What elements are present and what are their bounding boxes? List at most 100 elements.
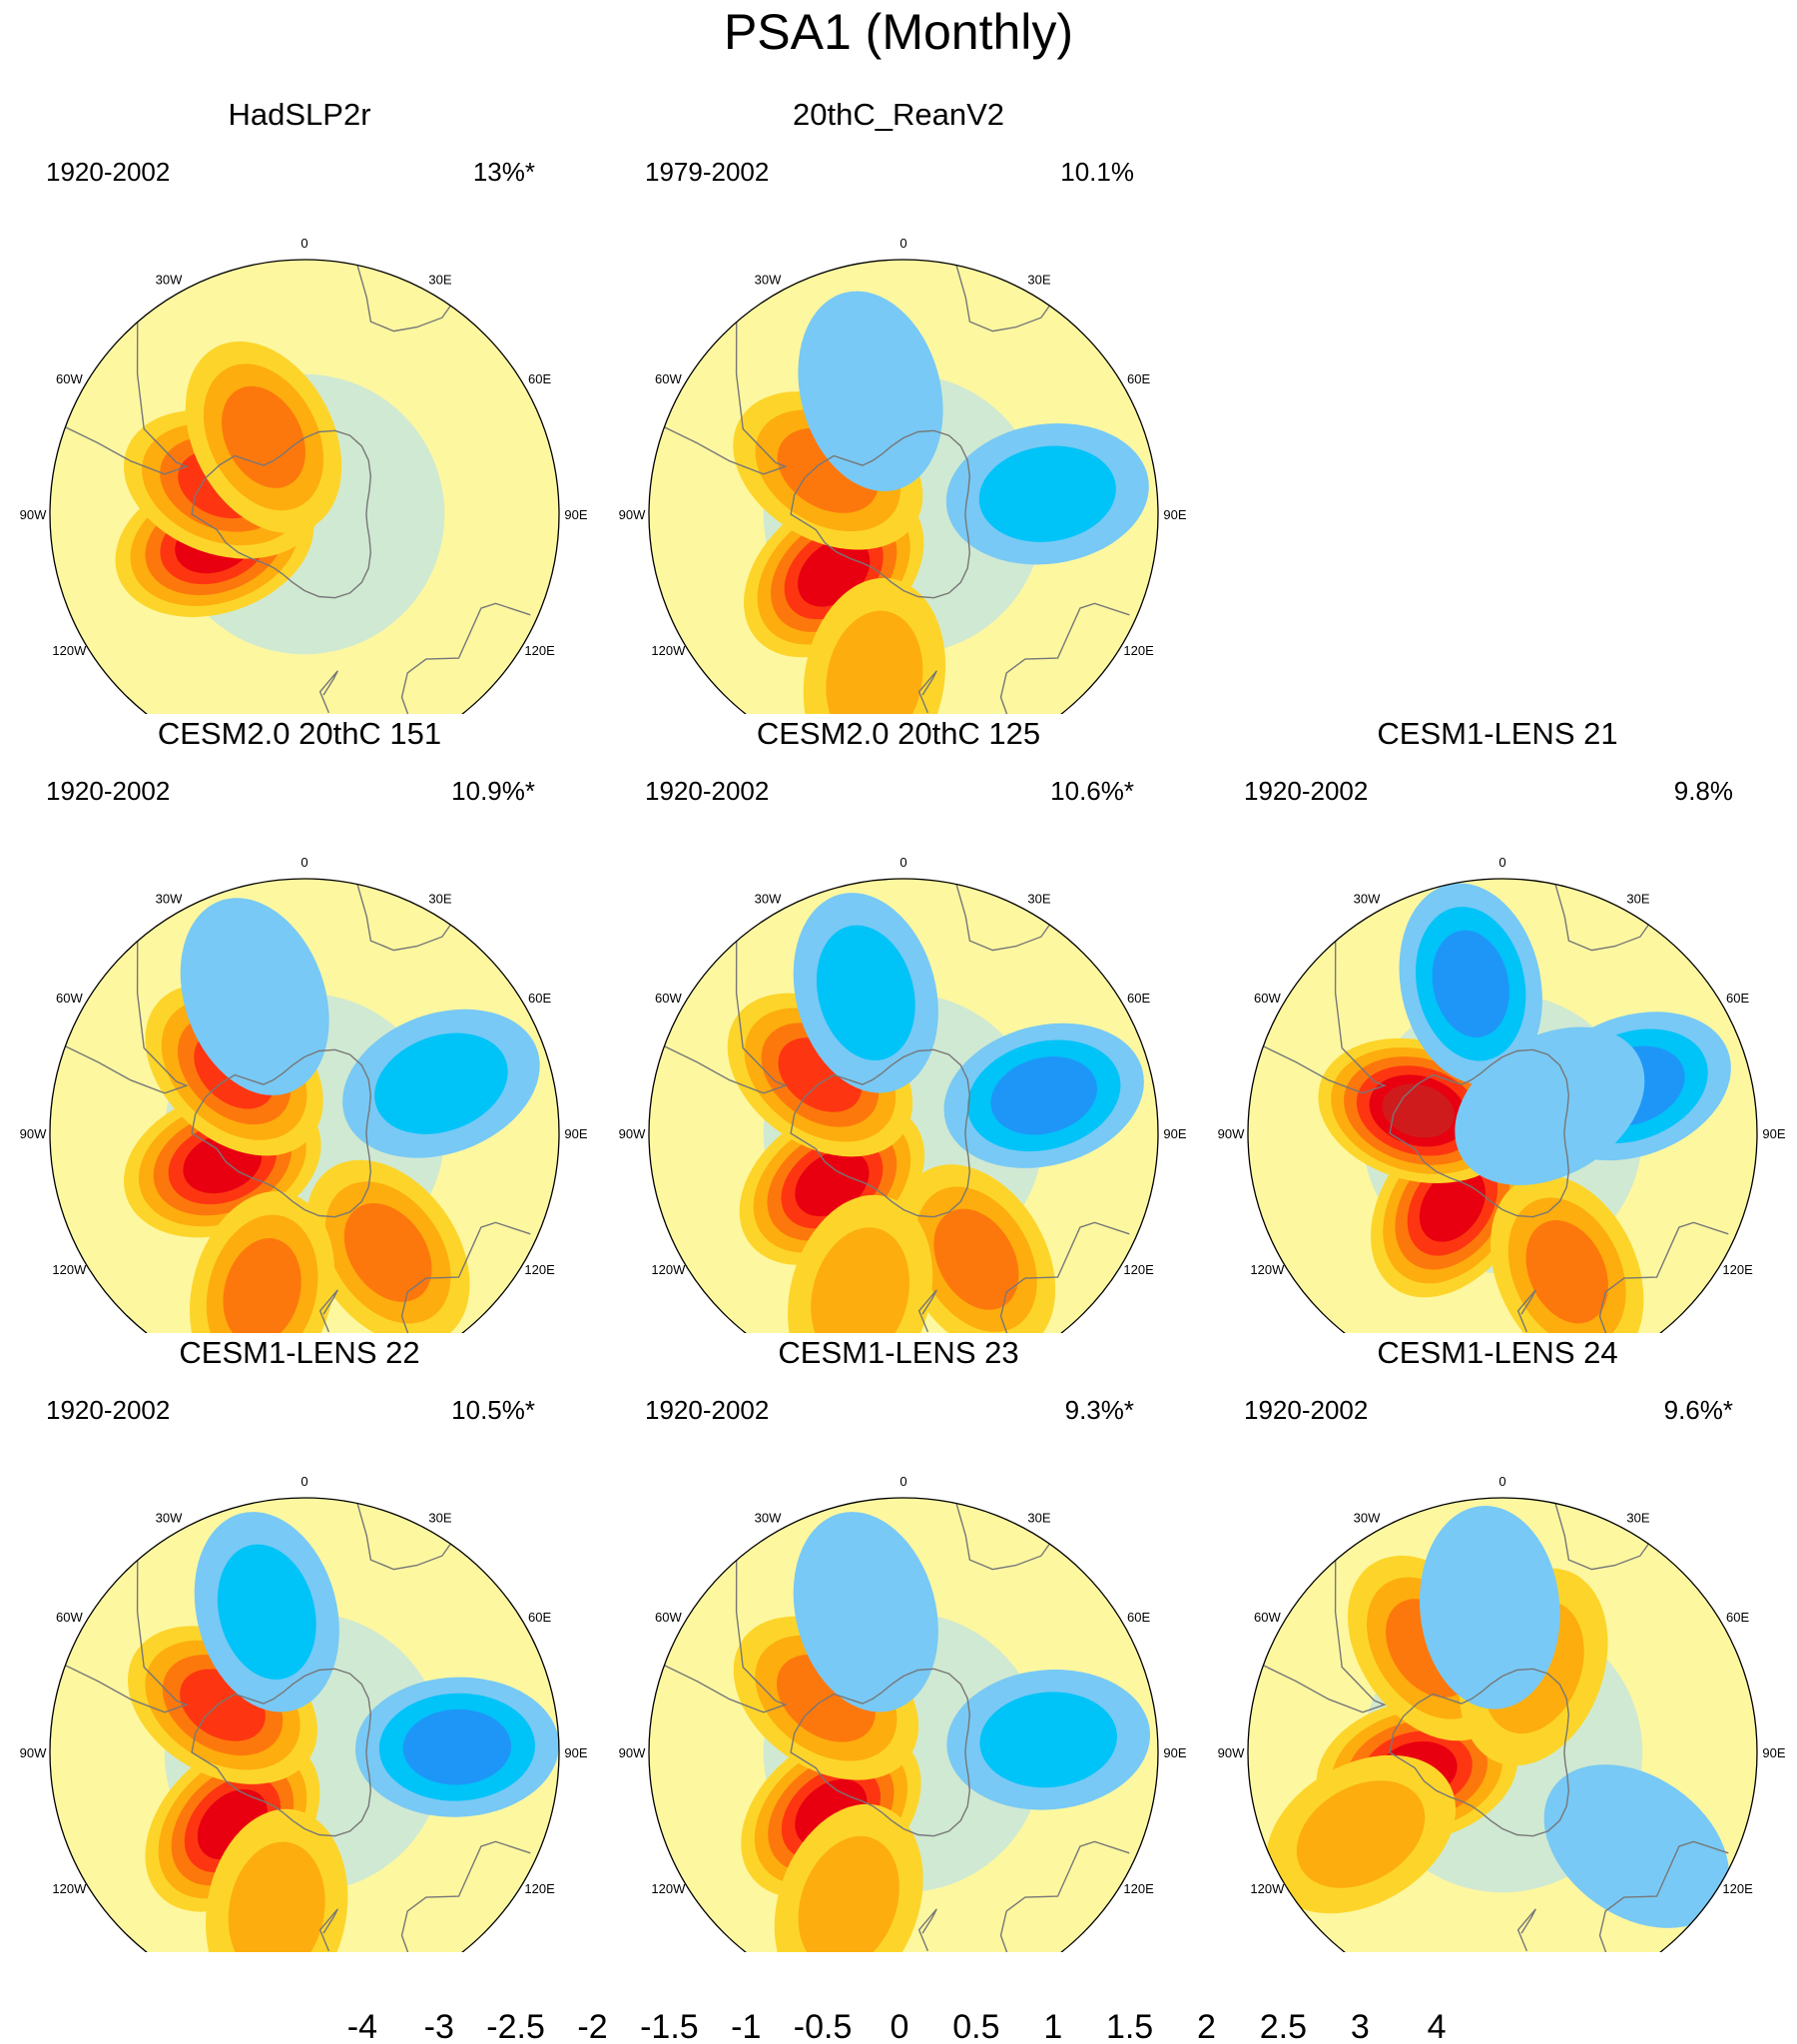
longitude-label: 120W xyxy=(651,1881,686,1896)
map-panel: CESM1-LENS 23 1920-2002 9.3%* 0 30E 60E 90E… xyxy=(599,1333,1198,1952)
longitude-label: 30E xyxy=(1626,1510,1649,1525)
longitude-label: 60W xyxy=(56,371,83,386)
map-panel: CESM1-LENS 21 1920-2002 9.8% 0 30E 60E 90E 1… xyxy=(1198,714,1797,1333)
panel-title: CESM1-LENS 24 xyxy=(1377,1335,1618,1370)
coastline-antarctica xyxy=(790,1668,971,1837)
coastline-australia xyxy=(1598,1221,1729,1333)
polar-map: 030E60E90E120E150E180150W120W90W60W30W xyxy=(619,855,1187,1333)
longitude-label: 120W xyxy=(52,1881,87,1896)
coastline-africa xyxy=(1554,1503,1649,1571)
longitude-label: 0 xyxy=(899,855,906,870)
longitude-label: 60W xyxy=(655,1610,682,1625)
coastline-south-america xyxy=(65,322,189,475)
variance-label: 9.3%* xyxy=(1064,1395,1134,1425)
negative-anomaly-contour xyxy=(816,925,915,1060)
longitude-label: 90W xyxy=(1218,1126,1245,1141)
positive-anomaly-contour xyxy=(933,1208,1019,1310)
longitude-label: 30W xyxy=(755,1510,782,1525)
longitude-label: 0 xyxy=(899,1474,906,1489)
negative-anomaly-contour xyxy=(798,291,943,491)
coastline-new-zealand xyxy=(318,1289,338,1333)
coastline-antarctica xyxy=(790,1048,971,1218)
longitude-label: 120E xyxy=(1123,643,1154,658)
coastline-new-zealand xyxy=(1516,1908,1536,1952)
longitude-label: 30E xyxy=(428,272,451,287)
colorbar-tick-label: 1.5 xyxy=(1106,2008,1153,2042)
coastline-australia xyxy=(400,1221,531,1333)
polar-map: 030E60E90E120E150E180150W120W90W60W30W xyxy=(619,236,1187,714)
colorbar-tick-label: 0.5 xyxy=(952,2008,999,2042)
longitude-label: 90E xyxy=(564,507,587,522)
coastline-australia xyxy=(999,1221,1130,1333)
negative-anomaly-contour xyxy=(978,445,1116,542)
longitude-label: 120E xyxy=(524,1262,555,1277)
coastline-new-zealand xyxy=(318,670,338,714)
positive-anomaly-contour xyxy=(795,1150,870,1217)
variance-label: 10.9%* xyxy=(451,776,535,806)
coastline-new-zealand xyxy=(1516,1289,1536,1333)
negative-anomaly-contour xyxy=(402,1708,512,1785)
polar-map: 030E60E90E120E150E180150W120W90W60W30W xyxy=(1218,1474,1786,1952)
coastline-antarctica xyxy=(191,429,372,599)
panel-title: CESM2.0 20thC 125 xyxy=(756,716,1041,751)
colorbar-tick-label: -3 xyxy=(424,2008,454,2042)
colorbar-tick-label: 3 xyxy=(1351,2008,1370,2042)
coastline-africa xyxy=(955,265,1050,333)
longitude-label: 0 xyxy=(300,1474,307,1489)
coastline-south-america xyxy=(664,941,788,1094)
longitude-label: 120E xyxy=(1123,1881,1154,1896)
longitude-label: 90W xyxy=(619,507,646,522)
longitude-label: 60W xyxy=(655,991,682,1006)
map-border xyxy=(49,1497,560,1952)
positive-anomaly-contour xyxy=(223,1238,301,1333)
longitude-label: 30W xyxy=(156,272,183,287)
longitude-label: 30E xyxy=(1027,891,1050,906)
longitude-label: 120E xyxy=(1722,1881,1753,1896)
longitude-label: 60W xyxy=(1254,1610,1281,1625)
coastline-new-zealand xyxy=(917,1289,937,1333)
longitude-label: 30W xyxy=(156,1510,183,1525)
longitude-label: 60E xyxy=(528,991,551,1006)
map-panel: CESM2.0 20thC 151 1920-2002 10.9%* 0 30E 6… xyxy=(0,714,599,1333)
coastline-australia xyxy=(1598,1840,1729,1952)
positive-anomaly-contour xyxy=(228,1841,325,1952)
coastline-africa xyxy=(955,884,1050,952)
longitude-label: 90E xyxy=(1163,507,1186,522)
coastline-antarctica xyxy=(1389,1668,1570,1837)
negative-anomaly-contour xyxy=(793,1512,938,1712)
negative-anomaly-contour xyxy=(374,1032,508,1134)
longitude-label: 90W xyxy=(20,1126,47,1141)
longitude-label: 90W xyxy=(1218,1745,1245,1760)
panel-title: CESM1-LENS 23 xyxy=(778,1335,1019,1370)
longitude-label: 90E xyxy=(1163,1126,1186,1141)
map-border xyxy=(49,259,560,714)
longitude-label: 30W xyxy=(755,891,782,906)
panel-title: 20thC_ReanV2 xyxy=(793,97,1004,132)
colorbar-tick-label: 4 xyxy=(1428,2008,1447,2042)
longitude-label: 120W xyxy=(1250,1881,1285,1896)
longitude-label: 120E xyxy=(1123,1262,1154,1277)
longitude-label: 30W xyxy=(755,272,782,287)
longitude-label: 90E xyxy=(1163,1745,1186,1760)
coastline-antarctica xyxy=(1389,1048,1570,1218)
positive-anomaly-contour xyxy=(1382,1083,1455,1138)
map-panel: HadSLP2r 1920-2002 13%* 030E60E90E120E15… xyxy=(0,95,599,714)
variance-label: 10.6%* xyxy=(1050,776,1134,806)
coastline-africa xyxy=(356,265,451,333)
map-border xyxy=(49,878,560,1333)
coastline-australia xyxy=(400,1840,531,1952)
negative-anomaly-contour xyxy=(180,898,329,1095)
longitude-label: 60E xyxy=(1127,371,1150,386)
longitude-label: 120W xyxy=(651,643,686,658)
longitude-label: 30E xyxy=(1626,891,1649,906)
polar-map: 030E60E90E120E150E180150W120W90W60W30W xyxy=(20,855,588,1333)
longitude-label: 30W xyxy=(156,891,183,906)
positive-anomaly-contour xyxy=(1296,1780,1426,1888)
coastline-antarctica xyxy=(790,429,971,599)
positive-anomaly-contour xyxy=(811,1227,910,1333)
negative-anomaly-contour xyxy=(979,1692,1117,1788)
coastline-south-america xyxy=(664,322,788,475)
longitude-label: 120W xyxy=(1250,1262,1285,1277)
longitude-label: 30W xyxy=(1354,891,1381,906)
map-panel: CESM1-LENS 22 1920-2002 10.5%* 0 30E 60E 90… xyxy=(0,1333,599,1952)
